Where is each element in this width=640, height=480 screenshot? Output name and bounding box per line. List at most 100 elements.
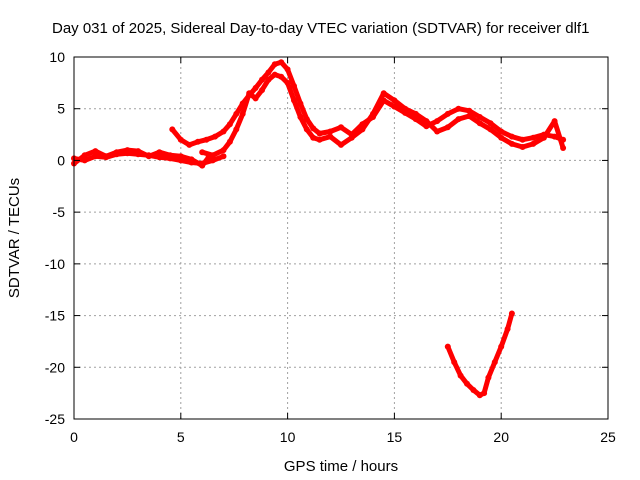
series-layer (71, 59, 567, 399)
x-tick-label: 10 (280, 429, 296, 445)
data-point (402, 105, 409, 112)
data-point (508, 140, 515, 147)
y-axis-label: SDTVAR / TECUs (6, 178, 23, 298)
data-point (135, 148, 142, 155)
data-point (220, 147, 227, 154)
data-point (464, 380, 470, 387)
data-point (466, 107, 473, 114)
data-point (380, 90, 387, 97)
data-point (220, 153, 227, 160)
y-tick-label: -5 (53, 204, 66, 220)
data-point (259, 87, 265, 94)
data-point (370, 110, 376, 117)
data-point (455, 116, 462, 123)
data-point (498, 128, 505, 135)
data-point (551, 133, 558, 140)
data-point (481, 390, 488, 397)
data-point (519, 136, 526, 143)
data-point (291, 83, 297, 89)
data-point (551, 118, 558, 125)
data-point (444, 110, 451, 117)
data-point (498, 134, 505, 141)
data-point (491, 359, 498, 366)
data-point (169, 126, 176, 133)
data-point (233, 110, 240, 117)
data-point (265, 76, 272, 83)
data-point (434, 118, 441, 125)
series-line-track-3 (169, 59, 566, 148)
data-point (444, 124, 451, 131)
data-point (194, 138, 201, 145)
x-tick-label: 5 (177, 429, 185, 445)
data-point (226, 121, 233, 128)
data-point (540, 134, 547, 141)
data-point (239, 110, 246, 117)
data-point (81, 152, 88, 159)
y-tick-label: -25 (45, 411, 65, 427)
data-point (508, 310, 515, 317)
data-point (259, 76, 265, 83)
data-point (297, 114, 304, 120)
grid-lines (74, 57, 608, 419)
data-point (278, 73, 285, 80)
data-point (455, 105, 462, 112)
data-point (252, 95, 259, 102)
data-point (470, 387, 477, 393)
data-point (188, 156, 195, 163)
data-point (199, 149, 206, 156)
data-point (338, 141, 344, 148)
axis-ticks: 0 5 10 15 20 25 10 5 0 -5 -10 -15 -20 -25 (45, 49, 616, 445)
data-point (530, 134, 537, 141)
x-tick-label: 15 (387, 429, 403, 445)
x-tick-label: 25 (600, 429, 616, 445)
data-point (220, 128, 227, 135)
data-point (316, 130, 323, 137)
data-point (252, 85, 259, 91)
data-point (199, 162, 206, 169)
data-point (476, 114, 483, 120)
data-point (284, 66, 291, 73)
x-tick-label: 0 (70, 429, 78, 445)
data-point (476, 120, 483, 127)
data-point (487, 126, 494, 133)
data-point (485, 374, 492, 381)
data-point (327, 128, 334, 135)
data-point (434, 128, 441, 135)
x-tick-label: 20 (493, 429, 509, 445)
data-point (444, 343, 451, 350)
data-point (508, 133, 515, 140)
plot-frame (73, 56, 609, 420)
data-point (327, 133, 334, 140)
data-point (391, 97, 398, 104)
data-point (297, 100, 304, 107)
data-point (167, 152, 174, 159)
data-point (291, 97, 297, 104)
data-point (457, 372, 464, 379)
data-point (186, 141, 193, 148)
data-point (156, 154, 163, 161)
data-point (316, 136, 323, 143)
data-point (284, 79, 291, 86)
data-point (177, 136, 184, 143)
data-point (145, 153, 152, 160)
data-point (103, 153, 109, 160)
data-point (209, 157, 216, 164)
y-tick-label: 5 (57, 101, 65, 117)
data-point (466, 113, 473, 119)
data-point (271, 61, 278, 68)
data-point (519, 144, 526, 150)
data-point (391, 103, 398, 110)
data-point (412, 110, 419, 117)
data-point (560, 145, 567, 151)
data-point (203, 136, 210, 143)
y-tick-label: -10 (45, 256, 65, 272)
data-point (338, 124, 344, 131)
x-axis-label: GPS time / hours (284, 458, 398, 475)
data-point (265, 69, 272, 76)
data-point (92, 153, 99, 160)
data-point (504, 326, 511, 332)
series-line-track-5 (445, 311, 515, 398)
data-point (451, 359, 458, 366)
data-point (310, 134, 317, 141)
